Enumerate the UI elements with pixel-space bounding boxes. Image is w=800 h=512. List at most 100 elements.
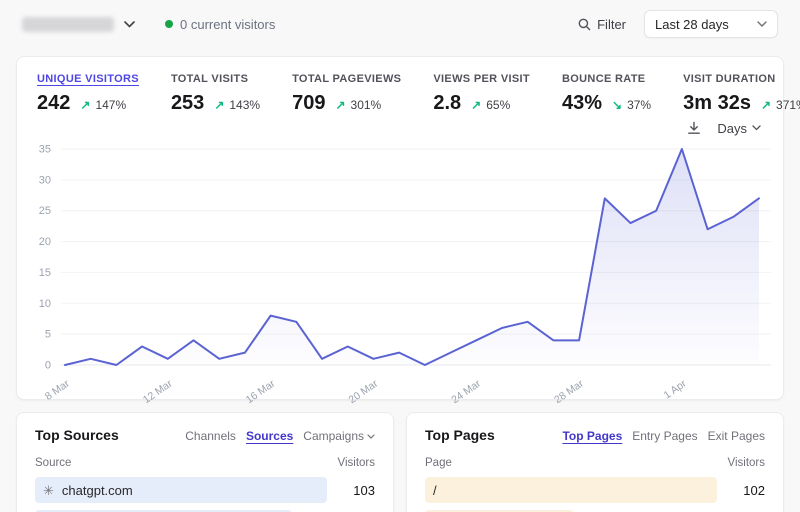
tab-label: Campaigns xyxy=(303,429,364,443)
metric[interactable]: UNIQUE VISITORS 242 ↗ 147% xyxy=(37,73,139,115)
download-button[interactable] xyxy=(687,121,701,135)
metric[interactable]: VISIT DURATION 3m 32s ↗ 371% xyxy=(683,73,800,115)
row-visitors-value: 103 xyxy=(353,482,375,498)
trend-arrow-icon: ↗ xyxy=(760,98,772,112)
row-label-text: / xyxy=(433,482,437,498)
metric-label[interactable]: UNIQUE VISITORS xyxy=(37,73,139,85)
top-sources-title: Top Sources xyxy=(35,427,119,443)
filter-label: Filter xyxy=(597,16,626,32)
top-pages-panel: Top Pages Top Pages Entry Pages Exit Pages… xyxy=(406,412,784,512)
metric-value: 3m 32s xyxy=(683,92,751,114)
x-axis-tick: 12 Mar xyxy=(141,377,175,403)
top-pages-title: Top Pages xyxy=(425,427,495,443)
chatgpt-favicon-icon: ✳ xyxy=(43,482,54,498)
chevron-down-icon xyxy=(367,433,375,439)
chart-area-fill xyxy=(65,149,759,365)
table-row: Google91 xyxy=(35,510,375,512)
x-axis-tick: 16 Mar xyxy=(244,377,278,403)
date-range-value: Last 28 days xyxy=(655,16,729,32)
metric-label[interactable]: VIEWS PER VISIT xyxy=(433,73,530,85)
x-axis-tick: 28 Mar xyxy=(552,377,586,403)
date-range-select[interactable]: Last 28 days xyxy=(644,10,778,38)
metric-label[interactable]: TOTAL VISITS xyxy=(170,73,249,85)
analytics-panel: UNIQUE VISITORS 242 ↗ 147% TOTAL VISITS … xyxy=(16,56,800,406)
site-name-redacted xyxy=(22,16,114,32)
metric-change: 371% xyxy=(776,98,800,112)
y-axis-tick: 0 xyxy=(45,360,51,372)
interval-label: Days xyxy=(717,120,747,136)
top-sources-tabs: Channels Sources Campaigns xyxy=(185,429,375,443)
chart-line xyxy=(64,148,760,366)
top-pages-tabs: Top Pages Entry Pages Exit Pages xyxy=(562,429,765,443)
metric[interactable]: TOTAL VISITS 253 ↗ 143% xyxy=(171,73,260,115)
trend-arrow-icon: ↗ xyxy=(80,98,91,112)
y-axis-tick: 20 xyxy=(39,236,51,248)
row-label[interactable]: ✳ chatgpt.com xyxy=(35,477,327,503)
visitors-column-label: Visitors xyxy=(727,457,766,469)
row-bar xyxy=(35,477,327,503)
y-axis-tick: 10 xyxy=(39,298,51,310)
metric-label[interactable]: TOTAL PAGEVIEWS xyxy=(292,73,402,85)
tab-channels[interactable]: Channels xyxy=(185,429,236,443)
filter-button[interactable]: Filter xyxy=(578,17,626,32)
metric-change: 143% xyxy=(229,98,261,112)
source-column-label: Source xyxy=(35,457,72,469)
trend-arrow-icon: ↘ xyxy=(612,98,623,112)
top-sources-panel: Top Sources Channels Sources Campaigns Sou… xyxy=(16,412,394,512)
tab-top-pages[interactable]: Top Pages xyxy=(562,429,622,443)
current-visitors: 0 current visitors xyxy=(165,17,275,32)
visitors-chart-svg[interactable]: 0 5 10 15 20 25 30 35 8 Mar 12 Mar 16 Mar 20 Mar 24 … xyxy=(27,139,775,406)
metric-value: 242 xyxy=(37,92,71,114)
row-visitors-value: 102 xyxy=(743,482,765,498)
row-bar-zone xyxy=(425,510,717,512)
page-rows: / 102 52 xyxy=(425,477,765,512)
chevron-down-icon xyxy=(124,20,135,28)
column-headers: Source Visitors xyxy=(35,457,375,469)
visitors-column-label: Visitors xyxy=(337,457,376,469)
tab-entry-pages[interactable]: Entry Pages xyxy=(632,429,697,443)
metric-value: 253 xyxy=(170,92,205,114)
table-row: 52 xyxy=(425,510,765,512)
metric[interactable]: VIEWS PER VISIT 2.8 ↗ 65% xyxy=(433,73,530,115)
metric-value: 709 xyxy=(292,92,326,114)
site-switcher[interactable] xyxy=(22,16,135,32)
y-axis-tick: 30 xyxy=(39,174,51,186)
row-bar xyxy=(35,510,292,512)
row-bar-zone: Google xyxy=(35,510,327,512)
x-axis-tick: 20 Mar xyxy=(347,377,381,403)
metric[interactable]: BOUNCE RATE 43% ↘ 37% xyxy=(562,73,651,115)
tab-label: Top Pages xyxy=(562,429,623,443)
tab-label: Sources xyxy=(245,429,294,443)
chart-toolbar: Days xyxy=(17,115,783,139)
metric-label[interactable]: BOUNCE RATE xyxy=(561,73,646,85)
row-bar xyxy=(425,477,717,503)
column-headers: Page Visitors xyxy=(425,457,765,469)
tab-exit-pages[interactable]: Exit Pages xyxy=(708,429,765,443)
trend-arrow-icon: ↗ xyxy=(335,98,346,112)
metric-change: 37% xyxy=(627,98,652,112)
page-column-label: Page xyxy=(425,457,452,469)
tab-label: Channels xyxy=(185,429,236,443)
metric-value: 43% xyxy=(561,92,603,114)
y-axis-tick: 35 xyxy=(39,144,51,156)
breakdown-panels: Top Sources Channels Sources Campaigns Sou… xyxy=(16,412,784,512)
metric[interactable]: TOTAL PAGEVIEWS 709 ↗ 301% xyxy=(292,73,401,115)
topbar: 0 current visitors Filter Last 28 days xyxy=(0,0,800,48)
trend-arrow-icon: ↗ xyxy=(214,98,225,112)
interval-dropdown[interactable]: Days xyxy=(717,121,761,136)
live-dot-icon xyxy=(165,20,173,28)
metric-label[interactable]: VISIT DURATION xyxy=(683,73,776,85)
current-visitors-label: 0 current visitors xyxy=(180,16,276,32)
tab-sources[interactable]: Sources xyxy=(246,429,293,443)
tab-campaigns[interactable]: Campaigns xyxy=(303,429,375,443)
x-axis-tick: 1 Apr xyxy=(662,377,689,401)
metrics-row: UNIQUE VISITORS 242 ↗ 147% TOTAL VISITS … xyxy=(17,57,800,115)
row-label[interactable]: / xyxy=(425,477,717,503)
tab-label: Exit Pages xyxy=(707,429,765,443)
tab-label: Entry Pages xyxy=(632,429,698,443)
visitors-chart[interactable]: 0 5 10 15 20 25 30 35 8 Mar 12 Mar 16 Mar 20 Mar 24 … xyxy=(17,139,783,408)
y-axis-tick: 5 xyxy=(45,329,51,341)
metric-change: 301% xyxy=(350,98,382,112)
x-axis-tick: 24 Mar xyxy=(449,377,483,403)
x-axis-tick: 8 Mar xyxy=(43,377,72,403)
